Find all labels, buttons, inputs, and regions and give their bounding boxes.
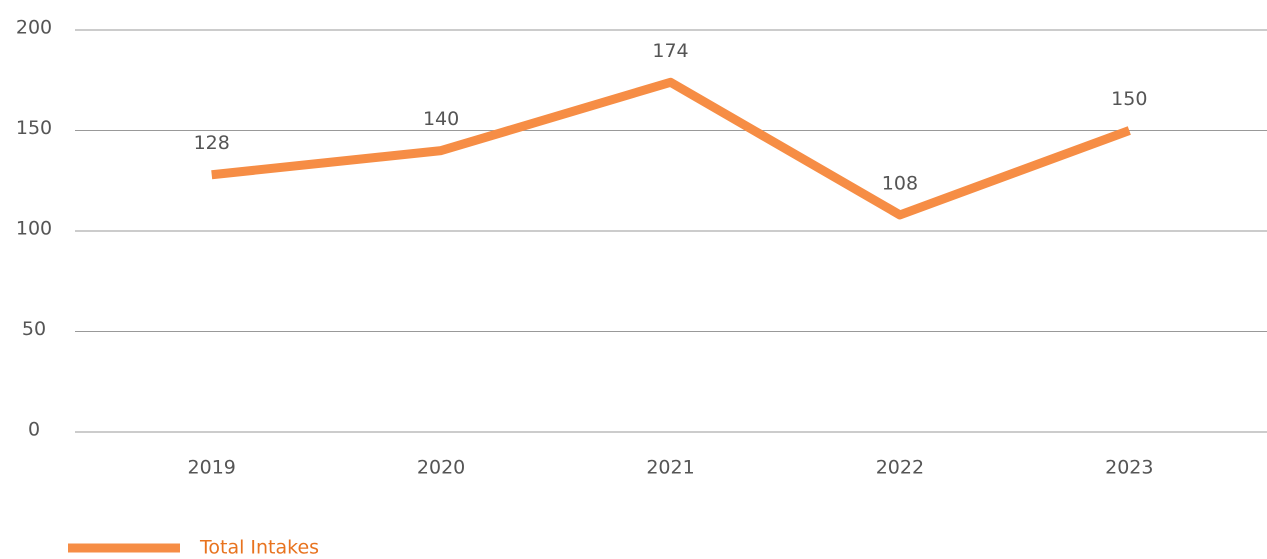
y-tick-label: 50 <box>22 318 46 340</box>
y-tick-label: 0 <box>28 419 40 441</box>
y-tick-label: 100 <box>16 218 52 240</box>
legend-label: Total Intakes <box>199 537 319 559</box>
x-tick-label: 2022 <box>876 457 924 479</box>
data-label: 150 <box>1111 88 1147 110</box>
x-tick-label: 2021 <box>646 457 694 479</box>
data-label: 128 <box>194 132 230 154</box>
data-label: 140 <box>423 108 459 130</box>
x-tick-label: 2019 <box>188 457 236 479</box>
y-tick-label: 200 <box>16 17 52 39</box>
data-label: 174 <box>652 40 688 62</box>
y-tick-label: 150 <box>16 117 52 139</box>
series-line <box>211 77 1131 220</box>
x-tick-label: 2023 <box>1105 457 1153 479</box>
data-label: 108 <box>882 172 918 194</box>
x-tick-label: 2020 <box>417 457 465 479</box>
